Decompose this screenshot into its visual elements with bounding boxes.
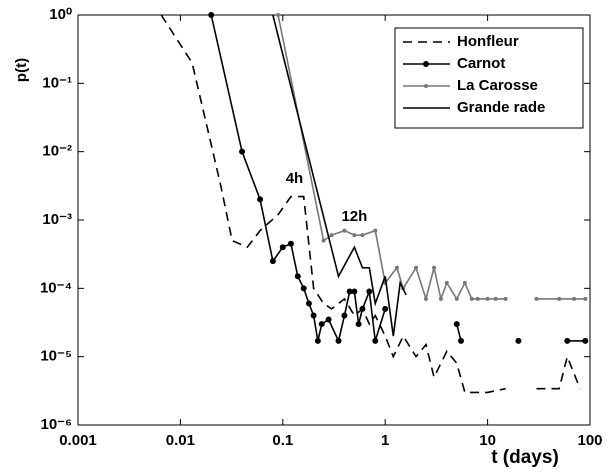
y-tick-label: 10⁻⁶ xyxy=(40,416,72,433)
legend-label: La Carosse xyxy=(457,77,538,94)
series-line xyxy=(272,14,407,337)
point xyxy=(294,273,301,280)
y-tick-label: 10⁰ xyxy=(49,6,72,23)
x-tick-label: 100 xyxy=(577,432,602,449)
point xyxy=(557,296,562,301)
point xyxy=(564,337,571,344)
point xyxy=(257,196,264,203)
legend-marker xyxy=(424,84,428,88)
point xyxy=(208,12,215,18)
point xyxy=(458,337,465,344)
point xyxy=(503,296,508,301)
series-line xyxy=(160,14,581,394)
point xyxy=(493,296,498,301)
point xyxy=(373,228,378,233)
point xyxy=(454,296,459,301)
point xyxy=(310,312,317,319)
point xyxy=(355,321,362,328)
point xyxy=(314,337,321,344)
x-tick-label: 0.001 xyxy=(59,432,97,449)
point xyxy=(352,233,357,238)
point xyxy=(453,321,460,328)
legend-label: Carnot xyxy=(457,55,505,72)
point xyxy=(287,240,294,247)
point xyxy=(325,316,332,323)
point xyxy=(318,321,325,328)
point xyxy=(329,233,334,238)
point xyxy=(351,288,358,295)
point xyxy=(335,337,342,344)
point xyxy=(423,296,428,301)
annotation: 12h xyxy=(341,208,367,225)
point xyxy=(414,265,419,270)
y-tick-label: 10⁻⁴ xyxy=(40,279,72,296)
point xyxy=(382,305,389,312)
point xyxy=(321,238,326,243)
point xyxy=(269,258,276,265)
x-tick-label: 0.01 xyxy=(166,432,195,449)
y-tick-label: 10⁻² xyxy=(42,143,72,160)
point xyxy=(583,296,588,301)
point xyxy=(342,228,347,233)
y-tick-label: 10⁻³ xyxy=(42,211,72,228)
point xyxy=(469,296,474,301)
point xyxy=(372,337,379,344)
point xyxy=(359,305,366,312)
annotation: 4h xyxy=(286,170,304,187)
series-line xyxy=(277,14,586,302)
point xyxy=(341,312,348,319)
point xyxy=(279,244,286,251)
point xyxy=(462,280,467,285)
x-axis-label: t (days) xyxy=(491,447,559,468)
legend-marker xyxy=(423,61,429,67)
point xyxy=(346,288,353,295)
point xyxy=(582,337,589,344)
legend-label: Grande rade xyxy=(457,99,545,116)
point xyxy=(239,148,246,155)
point xyxy=(366,288,373,295)
point xyxy=(572,296,577,301)
x-tick-label: 10 xyxy=(479,432,496,449)
point xyxy=(475,296,480,301)
point xyxy=(394,265,399,270)
legend-label: Honfleur xyxy=(457,33,519,50)
point xyxy=(515,337,522,344)
x-tick-label: 0.1 xyxy=(272,432,293,449)
point xyxy=(485,296,490,301)
point xyxy=(300,285,307,292)
y-tick-label: 10⁻¹ xyxy=(42,74,72,91)
y-axis-label: p(t) xyxy=(13,58,30,82)
point xyxy=(276,13,281,17)
y-tick-label: 10⁻⁵ xyxy=(40,348,72,365)
x-tick-label: 1 xyxy=(381,432,389,449)
point xyxy=(444,280,449,285)
point xyxy=(432,265,437,270)
point xyxy=(438,296,443,301)
point xyxy=(360,233,365,238)
legend-box xyxy=(394,27,584,129)
point xyxy=(305,300,312,307)
point xyxy=(534,296,539,301)
